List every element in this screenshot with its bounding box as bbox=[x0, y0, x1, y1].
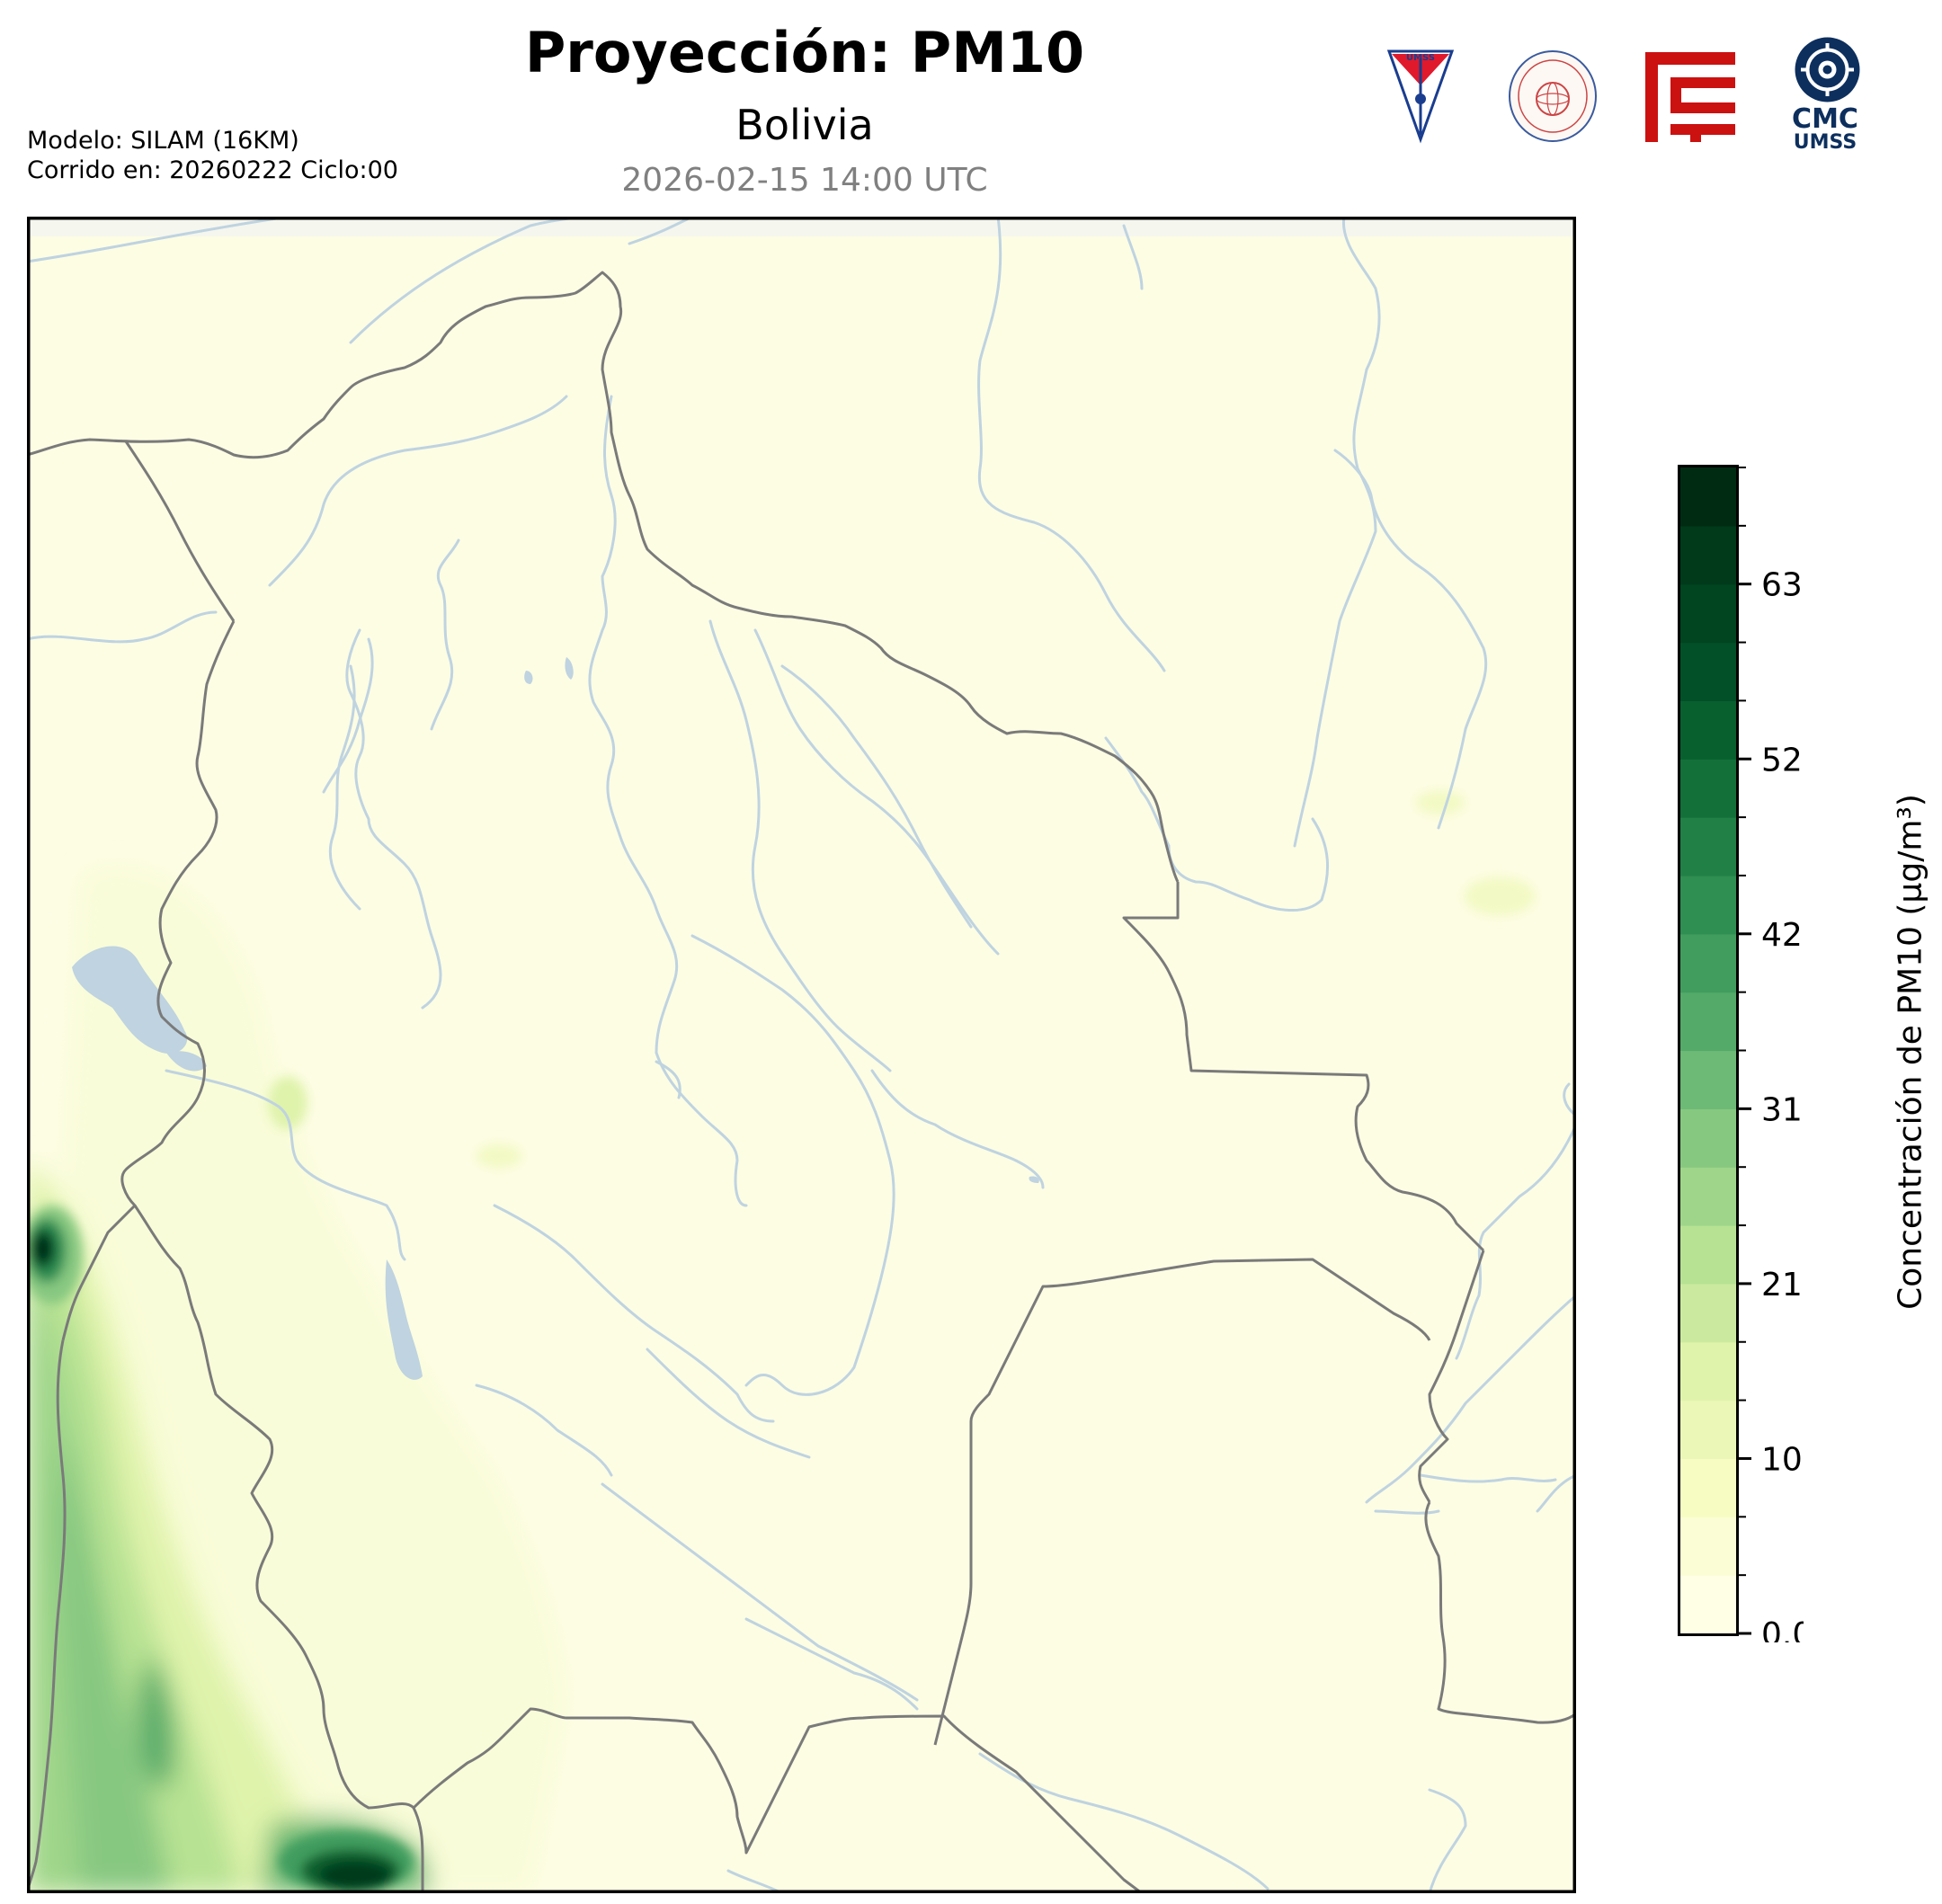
cmc-logo-line1: CMC bbox=[1792, 103, 1858, 135]
run-line: Corrido en: 20260222 Ciclo:00 bbox=[27, 156, 398, 184]
colorbar-outline bbox=[1678, 465, 1739, 1636]
colorbar-band bbox=[1680, 1225, 1736, 1285]
colorbar-tick-label: 42.0 bbox=[1761, 917, 1804, 954]
colorbar-band bbox=[1680, 875, 1736, 935]
pm10-map bbox=[27, 217, 1576, 1893]
cmc-umss-gear-icon bbox=[1795, 37, 1860, 102]
umss-logo: UMSS bbox=[1386, 49, 1455, 144]
colorbar-band bbox=[1680, 467, 1736, 527]
colorbar-ticks: 0.0 10.5 21.0 31.5 42.0 52.5 63.0 bbox=[1738, 467, 1804, 1642]
forecast-datetime: 2026-02-15 14:00 UTC bbox=[621, 162, 988, 199]
colorbar-label: Concentración de PM10 (μg/m³) bbox=[1892, 794, 1929, 1310]
pm10-concentration-field bbox=[27, 866, 566, 1893]
lakes bbox=[72, 657, 1039, 1380]
colorbar-band bbox=[1680, 1575, 1736, 1634]
colorbar-band bbox=[1680, 933, 1736, 993]
colorbar-band bbox=[1680, 1458, 1736, 1517]
svg-text:UMSS: UMSS bbox=[1406, 53, 1435, 63]
rivers bbox=[27, 217, 1576, 1893]
colorbar-tick-label: 21.0 bbox=[1761, 1267, 1804, 1303]
colorbar-band bbox=[1680, 1283, 1736, 1343]
colorbar-band bbox=[1680, 583, 1736, 644]
colorbar-tick-label: 31.5 bbox=[1761, 1091, 1804, 1128]
map-border bbox=[27, 217, 1576, 1893]
colorbar-band bbox=[1680, 700, 1736, 760]
colorbar: 0.0 10.5 21.0 31.5 42.0 52.5 63.0 bbox=[1678, 465, 1804, 1642]
colorbar-tick-label: 63.0 bbox=[1761, 567, 1804, 604]
pm10-hotspots bbox=[27, 790, 1536, 1892]
colorbar-tick-label: 10.5 bbox=[1761, 1441, 1804, 1478]
model-info: Modelo: SILAM (16KM) Corrido en: 2026022… bbox=[27, 126, 398, 185]
colorbar-band bbox=[1680, 992, 1736, 1052]
colorbar-tick-label: 52.5 bbox=[1761, 742, 1804, 779]
colorbar-band bbox=[1680, 1108, 1736, 1168]
colorbar-band bbox=[1680, 525, 1736, 585]
map-top-margin bbox=[27, 217, 1576, 236]
country-borders bbox=[27, 271, 1576, 1893]
colorbar-band bbox=[1680, 1517, 1736, 1576]
colorbar-band bbox=[1680, 1341, 1736, 1401]
colorbar-band bbox=[1680, 759, 1736, 818]
engineering-faculty-logo bbox=[1645, 52, 1735, 142]
colorbar-bands bbox=[1680, 467, 1736, 1634]
page-title: Proyección: PM10 bbox=[524, 20, 1085, 85]
physics-department-seal bbox=[1509, 50, 1597, 142]
cmc-logo-text: CMC UMSS bbox=[1789, 106, 1861, 153]
colorbar-band bbox=[1680, 1400, 1736, 1460]
region-subtitle: Bolivia bbox=[735, 101, 874, 149]
cmc-logo-line2: UMSS bbox=[1793, 131, 1857, 154]
colorbar-band bbox=[1680, 1167, 1736, 1226]
colorbar-tick-label: 0.0 bbox=[1761, 1616, 1804, 1642]
colorbar-band bbox=[1680, 642, 1736, 701]
colorbar-band bbox=[1680, 1050, 1736, 1109]
colorbar-band bbox=[1680, 817, 1736, 876]
model-line: Modelo: SILAM (16KM) bbox=[27, 127, 299, 155]
